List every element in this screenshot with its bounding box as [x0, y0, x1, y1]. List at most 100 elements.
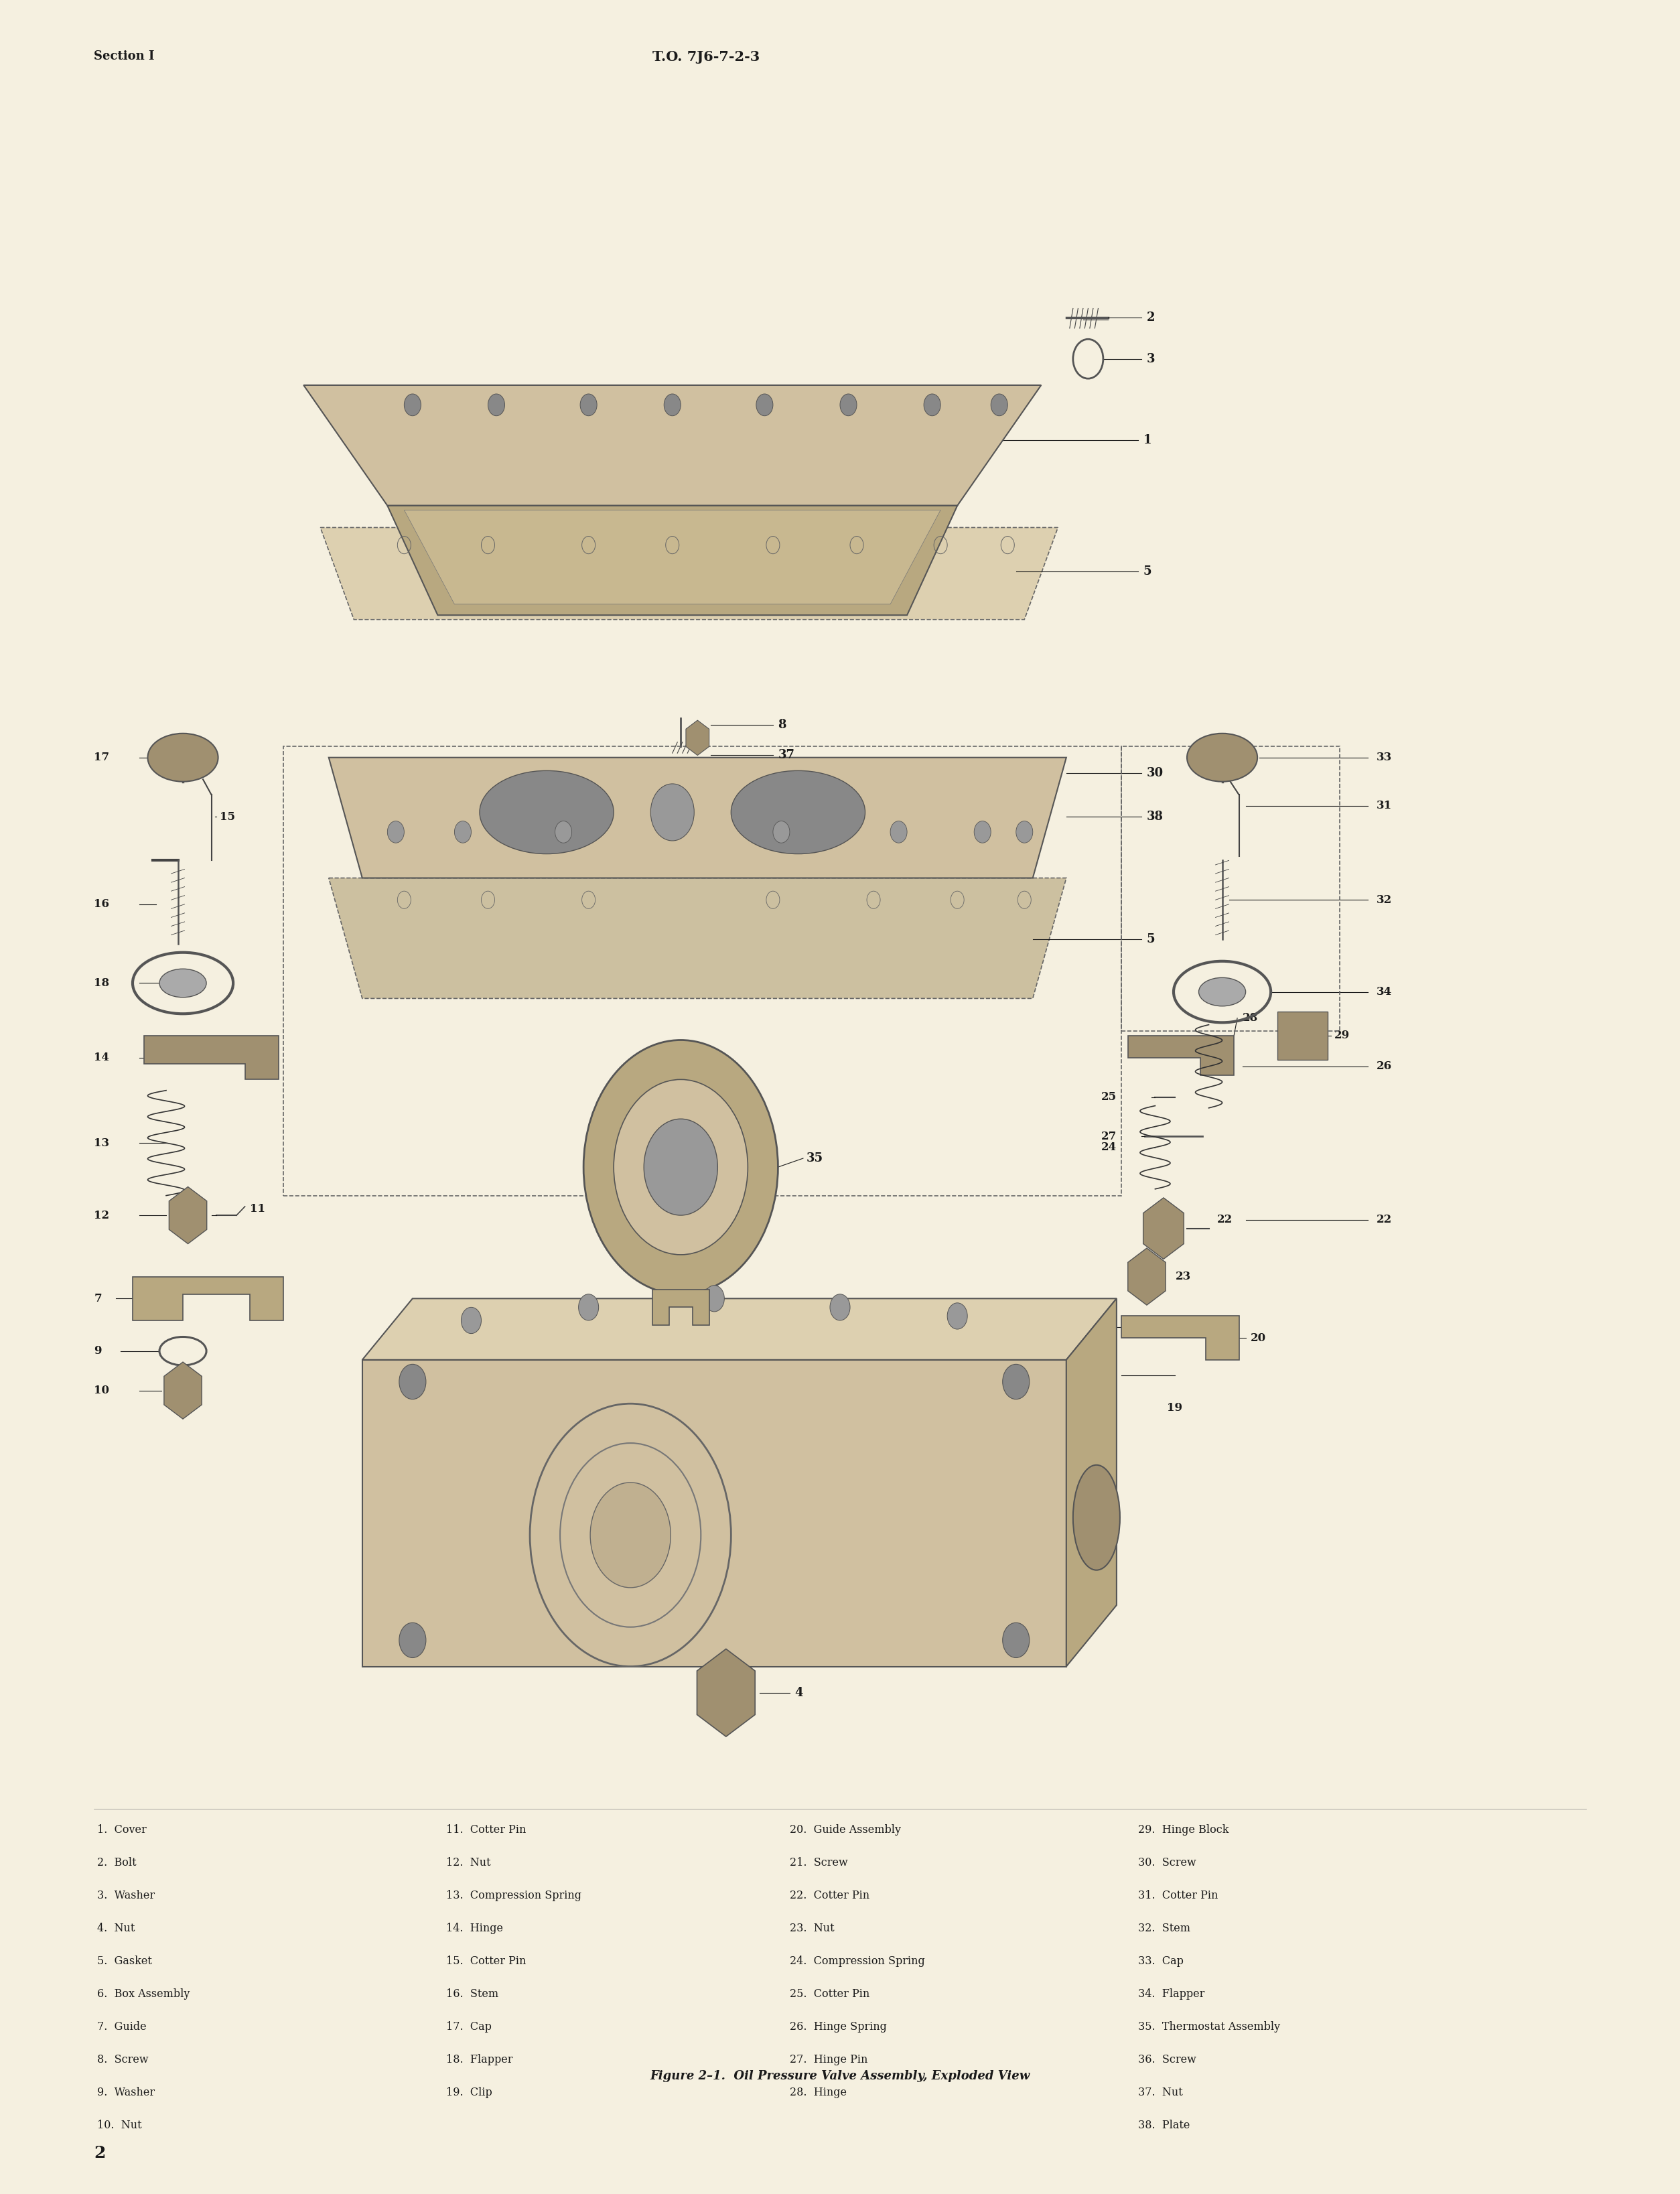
Text: 37: 37: [778, 750, 795, 761]
Polygon shape: [388, 505, 958, 614]
Polygon shape: [405, 509, 941, 603]
Text: 26.  Hinge Spring: 26. Hinge Spring: [790, 2021, 887, 2032]
Text: 10: 10: [94, 1384, 109, 1395]
Text: 35: 35: [806, 1152, 823, 1165]
Circle shape: [756, 395, 773, 417]
Circle shape: [664, 395, 680, 417]
Text: 24: 24: [1100, 1141, 1117, 1154]
Text: 23.  Nut: 23. Nut: [790, 1922, 835, 1935]
Circle shape: [948, 1303, 968, 1330]
Text: 22: 22: [1218, 1213, 1233, 1226]
Text: 36: 36: [786, 1299, 803, 1312]
Text: 25.  Cotter Pin: 25. Cotter Pin: [790, 1988, 870, 2001]
Text: 7.  Guide: 7. Guide: [97, 2021, 146, 2032]
Text: 2: 2: [1147, 312, 1156, 323]
Text: 30: 30: [1147, 768, 1164, 779]
Polygon shape: [363, 1360, 1067, 1667]
Text: 2.  Bolt: 2. Bolt: [97, 1856, 136, 1869]
Text: 29.  Hinge Block: 29. Hinge Block: [1139, 1823, 1230, 1836]
Circle shape: [462, 1308, 480, 1334]
Text: 35.  Thermostat Assembly: 35. Thermostat Assembly: [1139, 2021, 1280, 2032]
Text: Figure 2–1.  Oil Pressure Valve Assembly, Exploded View: Figure 2–1. Oil Pressure Valve Assembly,…: [650, 2069, 1030, 2082]
Text: 32: 32: [1376, 895, 1393, 906]
Polygon shape: [652, 1290, 709, 1325]
Polygon shape: [304, 386, 1042, 505]
Circle shape: [830, 1294, 850, 1321]
Text: 23: 23: [1176, 1270, 1191, 1281]
Circle shape: [890, 821, 907, 842]
Ellipse shape: [148, 733, 218, 781]
Circle shape: [400, 1365, 427, 1400]
Text: 21: 21: [1100, 1369, 1117, 1380]
Text: 22: 22: [1376, 1213, 1393, 1226]
Text: 38.  Plate: 38. Plate: [1139, 2119, 1189, 2130]
Text: 26: 26: [1376, 1060, 1393, 1073]
Polygon shape: [1067, 1299, 1117, 1667]
Ellipse shape: [160, 970, 207, 998]
Text: 36.  Screw: 36. Screw: [1139, 2054, 1196, 2065]
Text: 29: 29: [1334, 1029, 1351, 1042]
Ellipse shape: [731, 770, 865, 853]
Text: 34: 34: [1376, 985, 1393, 998]
Text: 21.  Screw: 21. Screw: [790, 1856, 848, 1869]
Circle shape: [455, 821, 470, 842]
Polygon shape: [1122, 1316, 1238, 1360]
Text: 25: 25: [1100, 1090, 1117, 1104]
Text: 19: 19: [1168, 1402, 1183, 1413]
Text: 30.  Screw: 30. Screw: [1139, 1856, 1196, 1869]
Circle shape: [554, 821, 571, 842]
Text: 9.  Washer: 9. Washer: [97, 2086, 155, 2097]
Text: 18.  Flapper: 18. Flapper: [447, 2054, 512, 2065]
Text: 8.  Screw: 8. Screw: [97, 2054, 150, 2065]
Text: 27.  Hinge Pin: 27. Hinge Pin: [790, 2054, 867, 2065]
Text: 28.  Hinge: 28. Hinge: [790, 2086, 847, 2097]
Text: 18: 18: [94, 976, 109, 989]
Text: 37.  Nut: 37. Nut: [1139, 2086, 1183, 2097]
Ellipse shape: [1200, 979, 1245, 1007]
Circle shape: [578, 1294, 598, 1321]
Polygon shape: [363, 1299, 1117, 1360]
Text: 38: 38: [1147, 810, 1164, 823]
Circle shape: [650, 783, 694, 840]
Text: 8: 8: [778, 720, 786, 731]
Circle shape: [974, 821, 991, 842]
Circle shape: [704, 1286, 724, 1312]
Circle shape: [991, 395, 1008, 417]
Text: 15: 15: [220, 812, 235, 823]
Polygon shape: [321, 527, 1058, 619]
Polygon shape: [133, 1277, 284, 1321]
Text: T.O. 7J6-7-2-3: T.O. 7J6-7-2-3: [652, 50, 759, 64]
Text: 28: 28: [1242, 1011, 1258, 1025]
Text: 31: 31: [1376, 801, 1393, 812]
Text: 5: 5: [1147, 932, 1156, 946]
Polygon shape: [144, 1036, 279, 1079]
Text: 4.  Nut: 4. Nut: [97, 1922, 134, 1935]
Text: 6: 6: [1144, 1321, 1152, 1334]
Text: 5: 5: [1144, 566, 1152, 577]
Text: 10.  Nut: 10. Nut: [97, 2119, 143, 2130]
Text: 3: 3: [1147, 353, 1156, 364]
Text: 20.  Guide Assembly: 20. Guide Assembly: [790, 1823, 900, 1836]
Text: 34.  Flapper: 34. Flapper: [1139, 1988, 1205, 2001]
Text: 17.  Cap: 17. Cap: [447, 2021, 492, 2032]
Ellipse shape: [1074, 1466, 1121, 1571]
Text: 2: 2: [94, 2146, 106, 2161]
Circle shape: [613, 1079, 748, 1255]
Circle shape: [1016, 821, 1033, 842]
Circle shape: [388, 821, 405, 842]
Text: 20: 20: [1250, 1332, 1267, 1343]
Circle shape: [1003, 1365, 1030, 1400]
Text: 4: 4: [795, 1687, 803, 1698]
Text: 31.  Cotter Pin: 31. Cotter Pin: [1139, 1889, 1218, 1902]
Text: 11.  Cotter Pin: 11. Cotter Pin: [447, 1823, 526, 1836]
Circle shape: [487, 395, 504, 417]
Polygon shape: [329, 878, 1067, 998]
Text: 3.  Washer: 3. Washer: [97, 1889, 155, 1902]
Text: 15.  Cotter Pin: 15. Cotter Pin: [447, 1955, 526, 1968]
Text: 5.  Gasket: 5. Gasket: [97, 1955, 153, 1968]
Text: 12: 12: [94, 1209, 109, 1222]
Circle shape: [583, 1040, 778, 1294]
Text: 1: 1: [1144, 434, 1152, 445]
Circle shape: [1003, 1624, 1030, 1659]
Circle shape: [405, 395, 422, 417]
